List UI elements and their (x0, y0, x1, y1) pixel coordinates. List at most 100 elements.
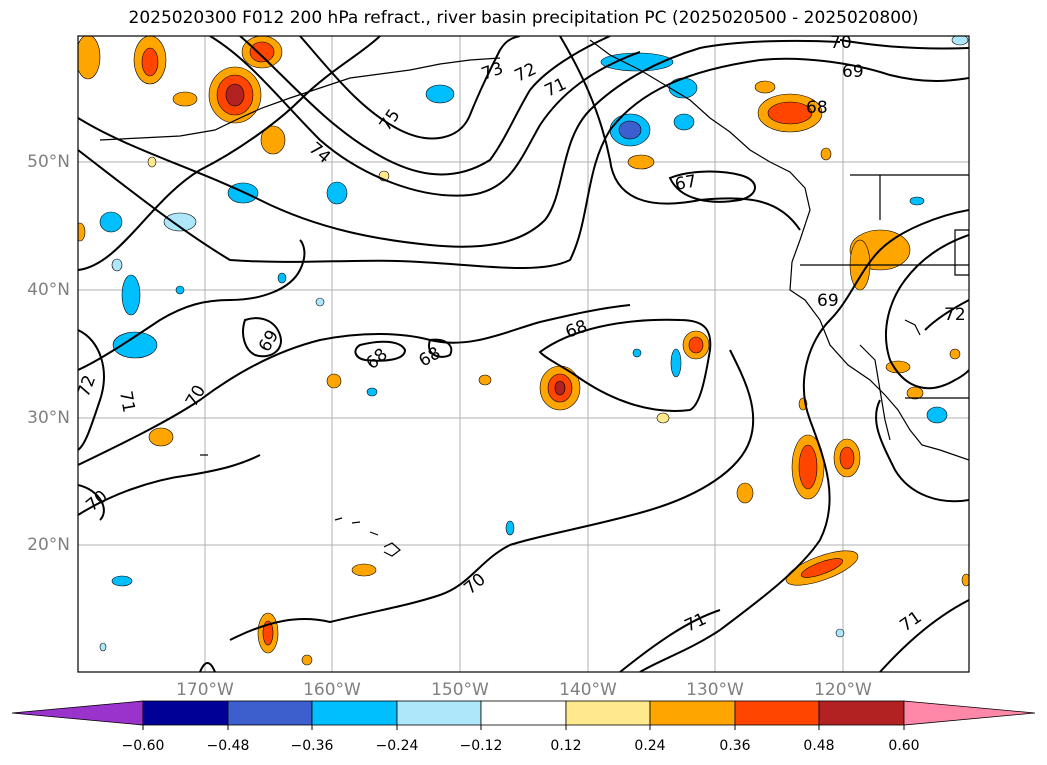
contour-label: 67 (673, 171, 698, 194)
anomaly-blob (835, 628, 845, 638)
lat-label: 30°N (27, 408, 70, 428)
colorbar-bin (649, 700, 736, 726)
anomaly-blob (249, 41, 275, 63)
contour-label: 70 (82, 487, 111, 516)
anomaly-blob (820, 147, 832, 161)
contour-label: 69 (817, 291, 839, 311)
colorbar-over-arrow (903, 700, 1036, 726)
anomaly-blob (798, 444, 818, 490)
anomaly-blob (78, 222, 86, 242)
colorbar-bin (565, 700, 651, 726)
colorbar-bin (311, 700, 398, 726)
colorbar-tick-label: −0.36 (290, 738, 334, 754)
colorbar-tick-label: −0.12 (459, 738, 503, 754)
colorbar-bin (818, 700, 905, 726)
anomaly-blob (148, 427, 174, 447)
anomaly-blob (627, 154, 655, 170)
colorbar-tick-label: −0.60 (121, 738, 165, 754)
colorbar-bin (480, 700, 567, 726)
anomaly-blob (225, 83, 245, 107)
anomaly-blob (351, 563, 377, 577)
anomaly-blob (121, 274, 141, 316)
contour-label: 72 (74, 373, 100, 400)
anomaly-blob (839, 446, 855, 470)
anomaly-blob (111, 575, 133, 587)
contour-label: 71 (682, 609, 710, 636)
anomaly-blob (163, 212, 197, 232)
anomaly-blob (909, 196, 925, 206)
anomaly-blob (926, 406, 948, 424)
contour-label: 68 (806, 98, 828, 118)
shaded-anomalies (78, 36, 969, 666)
map-frame (77, 35, 970, 673)
lon-label: 140°W (559, 680, 617, 700)
contour-label: 70 (460, 570, 489, 599)
colorbar-tick-label: −0.48 (206, 738, 250, 754)
colorbar-bin (142, 700, 229, 726)
anomaly-blob (951, 36, 969, 46)
anomaly-blob (554, 380, 566, 396)
anomaly-blob (906, 386, 924, 400)
lat-label: 40°N (27, 280, 70, 300)
anomaly-blob (112, 331, 158, 359)
chart-title: 2025020300 F012 200 hPa refract., river … (128, 8, 919, 28)
anomaly-blob (366, 387, 378, 397)
contour-label: 72 (944, 305, 966, 325)
anomaly-blob (301, 654, 313, 666)
anomaly-blob (668, 77, 698, 99)
lat-label: 50°N (27, 152, 70, 172)
colorbar-bin (396, 700, 482, 726)
anomaly-blob (656, 412, 670, 424)
anomaly-blob (277, 272, 287, 284)
anomaly-blob (800, 558, 844, 578)
anomaly-blob (505, 520, 515, 536)
anomaly-blob (99, 211, 123, 233)
lon-label: 160°W (303, 680, 361, 700)
coastlines (99, 39, 969, 557)
anomaly-blob (175, 285, 185, 295)
colorbar-tick-label: 0.24 (634, 738, 666, 754)
anomaly-blob (618, 120, 642, 140)
anomaly-blob (262, 620, 274, 646)
colorbar (11, 700, 1036, 730)
colorbar-tick-label: 0.60 (888, 738, 920, 754)
contour-label: 68 (563, 317, 590, 343)
colorbar-under-arrow (11, 700, 144, 726)
anomaly-blob (670, 348, 682, 378)
contour-label: 71 (115, 389, 138, 414)
colorbar-bin (734, 700, 820, 726)
gridlines (78, 36, 969, 672)
anomaly-blob (260, 125, 286, 155)
anomaly-blob (949, 348, 961, 360)
contour-labels: 70 69 68 73 72 71 75 74 67 69 72 69 68 6… (74, 36, 966, 637)
refractivity-contours (78, 36, 969, 672)
anomaly-blob (315, 297, 325, 307)
anomaly-blob (99, 642, 107, 652)
anomaly-blob (326, 373, 342, 389)
anomaly-blob (425, 84, 455, 104)
contour-label: 70 (182, 382, 210, 411)
lon-label: 170°W (176, 680, 234, 700)
contour-label: 68 (362, 345, 391, 374)
anomaly-blob (147, 156, 157, 168)
lon-label: 130°W (686, 680, 744, 700)
anomaly-blob (141, 47, 159, 77)
lon-label: 120°W (814, 680, 872, 700)
contour-label: 73 (479, 59, 506, 85)
anomaly-blob (172, 91, 198, 107)
anomaly-blob (961, 573, 969, 587)
anomaly-blob (754, 80, 776, 94)
anomaly-blob (688, 336, 704, 354)
anomaly-blob (111, 258, 123, 272)
contour-label: 74 (305, 139, 334, 168)
contour-label: 69 (842, 62, 864, 82)
anomaly-blob (326, 181, 348, 205)
contour-label: 68 (416, 343, 445, 371)
anomaly-blob (736, 482, 754, 504)
colorbar-tick-label: −0.24 (375, 738, 419, 754)
lat-label: 20°N (27, 535, 70, 555)
lon-label: 150°W (431, 680, 489, 700)
anomaly-blob (632, 348, 642, 358)
anomaly-blob (478, 374, 492, 386)
